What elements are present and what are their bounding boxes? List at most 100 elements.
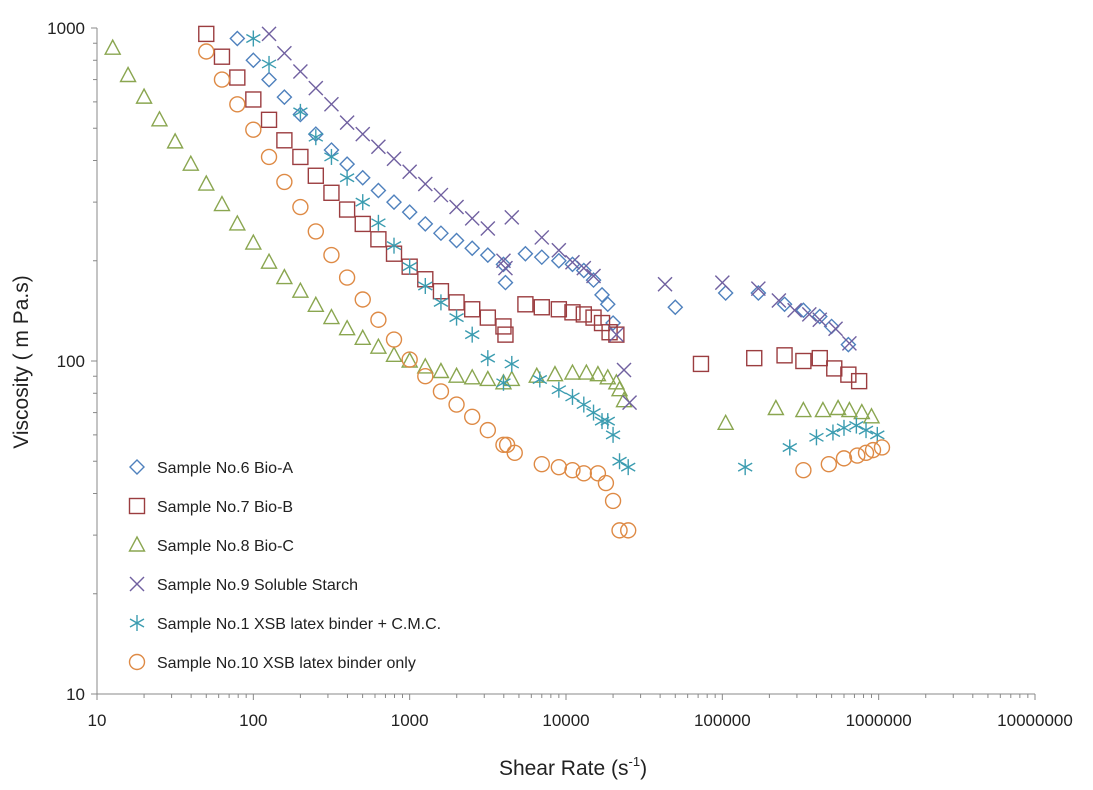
data-point (370, 182, 387, 199)
data-point (594, 413, 610, 430)
data-point (135, 87, 153, 104)
data-point (862, 407, 881, 424)
data-point (339, 115, 355, 131)
series-5 (245, 30, 885, 476)
x-tick-label: 10000000 (997, 711, 1073, 730)
data-point (533, 249, 550, 266)
legend-marker (129, 459, 145, 475)
data-point (213, 195, 231, 212)
series-1 (229, 30, 857, 353)
series-3 (104, 38, 881, 430)
data-point (849, 417, 864, 434)
data-point (550, 301, 568, 318)
data-point (229, 96, 246, 113)
data-point (825, 424, 841, 441)
data-point (480, 350, 496, 367)
x-tick-label: 100 (239, 711, 267, 730)
data-point (354, 215, 371, 233)
x-tick-label: 1000000 (846, 711, 912, 730)
data-point (463, 368, 481, 385)
data-point (599, 296, 616, 313)
data-point (386, 194, 402, 211)
data-point (338, 201, 356, 218)
data-point (354, 169, 371, 186)
data-point (198, 43, 215, 60)
data-point (782, 439, 798, 456)
data-point (850, 372, 868, 390)
data-point (464, 326, 480, 343)
data-point (836, 419, 852, 436)
data-point (292, 148, 309, 166)
data-point (517, 245, 534, 262)
data-point (104, 38, 122, 55)
data-point (323, 184, 340, 201)
data-point (182, 154, 200, 171)
data-point (586, 404, 601, 421)
data-point (811, 308, 828, 325)
data-point (479, 247, 496, 264)
data-point (369, 337, 388, 354)
data-point (495, 436, 512, 454)
data-point (577, 363, 596, 380)
data-point (370, 311, 387, 328)
data-point (229, 69, 246, 86)
legend-item: Sample No.8 Bio-C (128, 535, 294, 555)
data-point (532, 371, 548, 388)
data-point (198, 25, 215, 43)
data-point (534, 229, 550, 245)
legend-label: Sample No.1 XSB latex binder + C.M.C. (157, 616, 441, 633)
data-point (496, 374, 511, 391)
legend-item: Sample No.6 Bio-A (129, 459, 293, 477)
data-point (503, 370, 521, 387)
data-point (776, 347, 793, 364)
data-point (417, 368, 434, 385)
data-point (565, 388, 580, 405)
data-point (449, 309, 464, 326)
data-point (197, 174, 215, 191)
data-point (228, 214, 246, 231)
data-point (338, 319, 356, 336)
data-point (585, 272, 602, 289)
data-point (275, 268, 294, 285)
data-point (339, 156, 356, 173)
x-axis-title-close: ) (640, 757, 647, 780)
data-point (293, 103, 308, 120)
data-point (714, 275, 730, 291)
data-point (401, 204, 418, 221)
data-point (612, 453, 627, 470)
data-point (857, 444, 875, 462)
legend-label: Sample No.9 Soluble Starch (157, 577, 358, 594)
data-point (812, 312, 828, 328)
data-point (292, 64, 308, 80)
data-point (229, 30, 246, 47)
x-tick-label: 10000 (542, 711, 589, 730)
data-point (261, 26, 277, 42)
data-point (594, 286, 611, 303)
data-point (339, 169, 355, 186)
data-point (853, 403, 871, 420)
y-tick-label: 1000 (47, 19, 85, 38)
data-point (801, 306, 817, 322)
data-point (795, 461, 812, 479)
data-point (746, 349, 763, 367)
data-point (386, 151, 402, 167)
data-point (371, 214, 386, 231)
data-point (447, 366, 466, 383)
data-point (795, 352, 812, 370)
data-point (260, 252, 278, 269)
legend: Sample No.6 Bio-A Sample No.7 Bio-B Sample… (128, 459, 441, 672)
data-point (787, 302, 803, 318)
data-point (308, 80, 324, 96)
data-point (608, 327, 624, 343)
data-point (615, 391, 633, 408)
data-point (245, 30, 261, 47)
data-point (717, 285, 734, 302)
data-point (464, 210, 480, 226)
data-point (323, 246, 340, 264)
data-point (291, 281, 310, 298)
data-point (550, 252, 567, 269)
data-point (610, 380, 629, 397)
data-point (354, 328, 372, 345)
data-point (667, 299, 684, 316)
